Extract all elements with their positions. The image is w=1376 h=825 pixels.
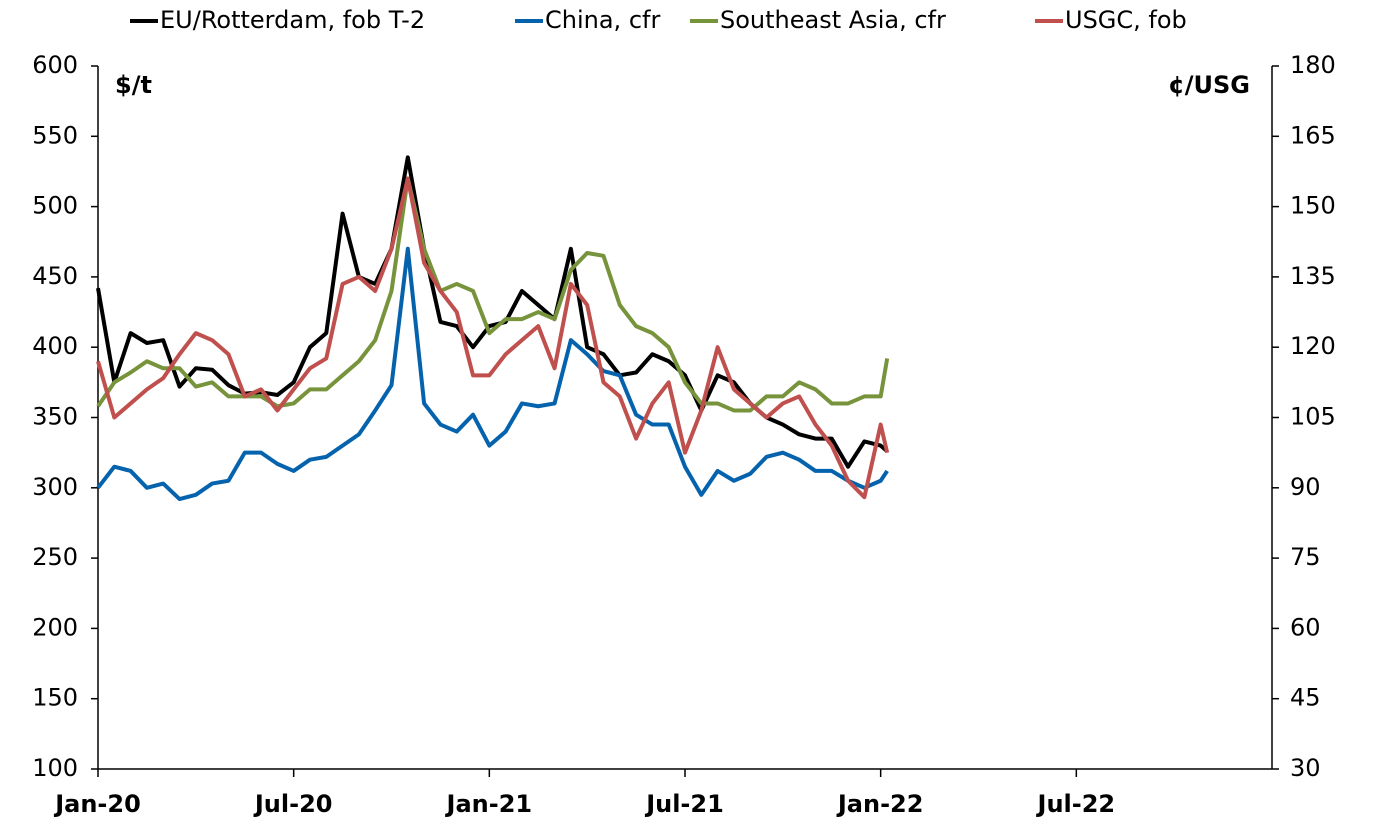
y-tick-label: 400 [32, 332, 78, 360]
y2-tick-label: 30 [1290, 754, 1321, 782]
y2-tick-label: 165 [1290, 121, 1336, 149]
series-line [96, 176, 890, 413]
y-tick-label: 450 [32, 262, 78, 290]
y2-tick-label: 60 [1290, 613, 1321, 641]
y2-tick-label: 105 [1290, 403, 1336, 431]
series-line [96, 155, 889, 469]
x-tick-label: Jan-22 [836, 790, 924, 818]
y2-tick-label: 90 [1290, 473, 1321, 501]
y-tick-label: 500 [32, 192, 78, 220]
y2-tick-label: 120 [1290, 332, 1336, 360]
x-tick-label: Jan-20 [53, 790, 141, 818]
series-line [96, 246, 889, 502]
y-tick-label: 200 [32, 613, 78, 641]
x-tick-label: Jul-22 [1036, 790, 1116, 818]
y-axis-label: $/t [115, 71, 152, 99]
y-tick-label: 600 [32, 51, 78, 79]
legend-label: Southeast Asia, cfr [720, 6, 946, 34]
legend-label: China, cfr [545, 6, 660, 34]
y2-tick-label: 135 [1290, 262, 1336, 290]
x-tick-label: Jul-21 [644, 790, 724, 818]
legend-label: EU/Rotterdam, fob T-2 [160, 6, 425, 34]
y2-tick-label: 180 [1290, 51, 1336, 79]
y2-tick-label: 75 [1290, 543, 1321, 571]
x-tick-label: Jul-20 [253, 790, 333, 818]
y-tick-label: 100 [32, 754, 78, 782]
x-tick-label: Jan-21 [445, 790, 533, 818]
y-tick-label: 150 [32, 684, 78, 712]
y2-tick-label: 150 [1290, 192, 1336, 220]
series-line [96, 176, 890, 500]
y2-axis-label: ¢/USG [1168, 71, 1250, 99]
y-tick-label: 300 [32, 473, 78, 501]
legend-label: USGC, fob [1065, 6, 1187, 34]
y2-tick-label: 45 [1290, 684, 1321, 712]
y-tick-label: 350 [32, 403, 78, 431]
y-tick-label: 550 [32, 121, 78, 149]
y-tick-label: 250 [32, 543, 78, 571]
